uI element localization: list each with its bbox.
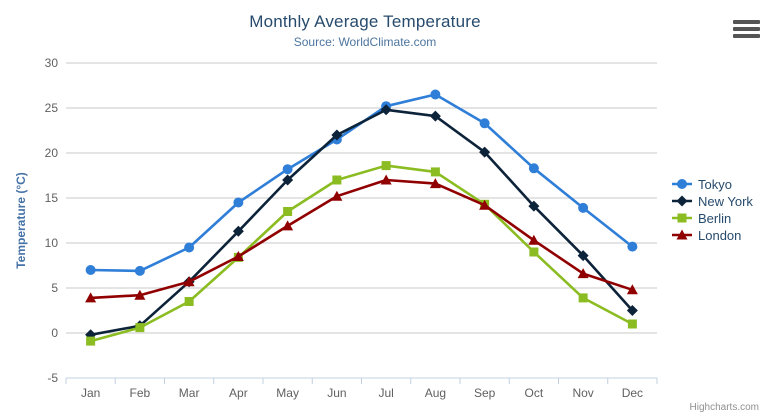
legend-item-new-york[interactable]: New York	[671, 193, 753, 209]
x-tick-label: Mar	[179, 386, 200, 400]
x-tick-label: Oct	[525, 386, 544, 400]
x-tick-label: Feb	[130, 386, 151, 400]
x-tick-label: Dec	[622, 386, 643, 400]
x-tick-label: Sep	[474, 386, 496, 400]
y-tick-label: 0	[51, 326, 58, 340]
y-tick-label: 15	[45, 191, 59, 205]
x-tick-label: Jan	[81, 386, 100, 400]
hamburger-icon	[733, 27, 760, 31]
context-menu-button[interactable]	[733, 20, 760, 38]
x-tick-label: Nov	[572, 386, 593, 400]
x-tick-label: Jun	[327, 386, 346, 400]
x-tick-label: May	[276, 386, 299, 400]
series-new-york	[85, 104, 638, 341]
series-london	[85, 174, 638, 303]
y-tick-label: 5	[51, 281, 58, 295]
x-axis: Jan Feb Mar Apr May Jun Jul Aug Sep Oct Nov Dec	[65, 377, 658, 400]
legend-item-london[interactable]: London	[671, 227, 753, 243]
legend-label: Tokyo	[698, 176, 732, 192]
legend-item-berlin[interactable]: Berlin	[671, 210, 753, 226]
y-tick-label: -5	[47, 371, 58, 385]
square-marker-icon	[672, 213, 692, 223]
hamburger-icon	[733, 20, 760, 24]
circle-marker-icon	[672, 179, 692, 189]
y-axis-labels: -5 0 5 10 15 20 25 30	[45, 56, 59, 385]
y-axis-title: Temperature (°C)	[14, 172, 28, 269]
legend: Tokyo New York Berlin London	[671, 176, 753, 243]
y-tick-label: 20	[45, 146, 59, 160]
credits-link[interactable]: Highcharts.com	[689, 402, 759, 413]
legend-label: New York	[698, 193, 753, 209]
y-tick-label: 10	[45, 236, 59, 250]
y-tick-label: 30	[45, 56, 59, 70]
y-tick-label: 25	[45, 101, 59, 115]
hamburger-icon	[733, 34, 760, 38]
legend-label: London	[698, 227, 742, 243]
triangle-marker-icon	[672, 229, 692, 240]
x-tick-label: Jul	[378, 386, 393, 400]
chart-subtitle: Source: WorldClimate.com	[293, 35, 437, 49]
x-tick-label: Apr	[229, 386, 248, 400]
chart-title: Monthly Average Temperature	[249, 12, 481, 31]
diamond-marker-icon	[672, 195, 692, 207]
gridlines	[66, 62, 657, 334]
x-tick-label: Aug	[425, 386, 446, 400]
legend-item-tokyo[interactable]: Tokyo	[671, 176, 753, 192]
legend-label: Berlin	[698, 210, 732, 226]
series-tokyo	[85, 89, 638, 276]
